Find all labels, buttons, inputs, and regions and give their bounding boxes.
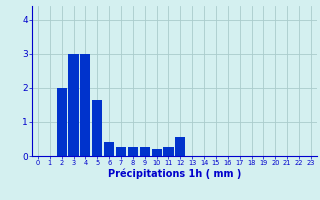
X-axis label: Précipitations 1h ( mm ): Précipitations 1h ( mm ) (108, 169, 241, 179)
Bar (175, 137, 185, 156)
Bar (57, 88, 67, 156)
Bar (128, 147, 138, 156)
Bar (92, 100, 102, 156)
Bar (152, 149, 162, 156)
Bar (104, 142, 114, 156)
Bar (140, 147, 150, 156)
Bar (68, 54, 79, 156)
Bar (164, 147, 173, 156)
Bar (116, 147, 126, 156)
Bar (80, 54, 91, 156)
